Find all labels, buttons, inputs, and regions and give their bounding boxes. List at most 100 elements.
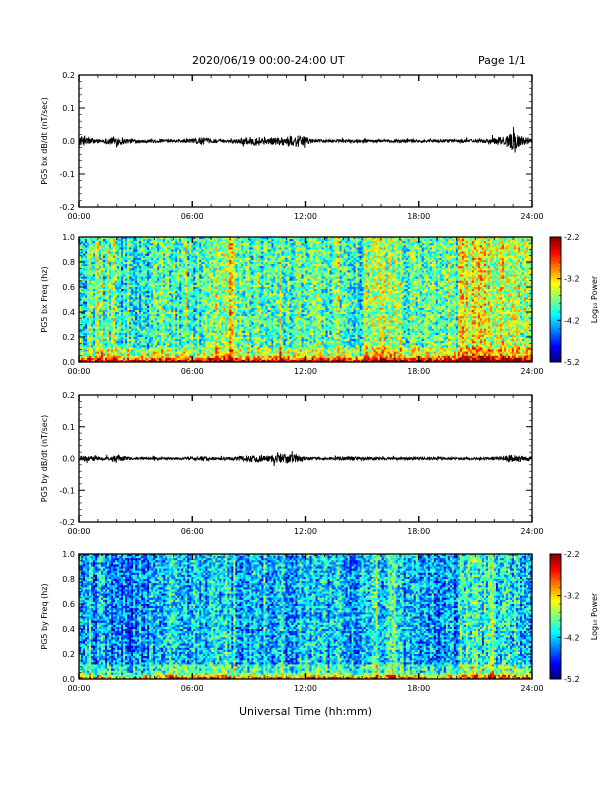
spectrogram-cell (109, 253, 112, 257)
spectrogram-cell (159, 259, 162, 263)
spectrogram-cell (95, 291, 98, 294)
spectrogram-cell (209, 291, 212, 294)
spectrogram-cell (107, 289, 110, 292)
spectrogram-cell (171, 293, 174, 296)
spectrogram-cell (119, 320, 122, 323)
spectrogram-cell (169, 328, 172, 332)
spectrogram-cell (231, 353, 234, 357)
spectrogram-cell (213, 301, 216, 304)
spectrogram-cell (81, 326, 84, 329)
spectrogram-cell (133, 334, 136, 338)
spectrogram-cell (101, 268, 104, 271)
spectrogram-cell (91, 241, 94, 244)
spectrogram-cell (167, 355, 170, 359)
spectrogram-cell (177, 249, 180, 252)
spectrogram-cell (153, 351, 156, 354)
spectrogram-cell (97, 316, 100, 319)
spectrogram-cell (91, 307, 94, 311)
spectrogram-cell (169, 276, 172, 279)
spectrogram-cell (95, 255, 98, 259)
spectrogram-cell (85, 357, 88, 361)
spectrogram-cell (107, 291, 110, 294)
spectrogram-cell (205, 282, 208, 286)
spectrogram-cell (223, 349, 226, 352)
spectrogram-cell (153, 345, 156, 348)
spectrogram-cell (97, 257, 100, 261)
spectrogram-cell (181, 293, 184, 296)
spectrogram-cell (199, 299, 202, 302)
spectrogram-cell (149, 341, 152, 344)
spectrogram-cell (129, 341, 132, 344)
spectrogram-cell (223, 274, 226, 277)
spectrogram-cell (157, 287, 160, 290)
spectrogram-cell (193, 237, 196, 240)
spectrogram-cell (129, 303, 132, 307)
spectrogram-cell (175, 330, 178, 334)
spectrogram-cell (147, 303, 150, 307)
spectrogram-cell (131, 287, 134, 290)
spectrogram-cell (105, 303, 108, 307)
spectrogram-cell (109, 341, 112, 344)
spectrogram-cell (95, 334, 98, 338)
spectrogram-cell (135, 278, 138, 282)
spectrogram-cell (209, 259, 212, 263)
spectrogram-cell (151, 291, 154, 294)
spectrogram-cell (229, 259, 232, 263)
spectrogram-cell (87, 293, 90, 296)
spectrogram-cell (79, 343, 82, 346)
spectrogram-cell (147, 295, 150, 298)
spectrogram-cell (223, 266, 226, 269)
spectrogram-cell (85, 326, 88, 329)
spectrogram-cell (187, 320, 190, 323)
spectrogram-cell (191, 270, 194, 273)
spectrogram-cell (225, 322, 228, 325)
spectrogram-cell (187, 251, 190, 254)
spectrogram-cell (79, 241, 82, 244)
spectrogram-cell (201, 314, 204, 317)
spectrogram-cell (225, 241, 228, 244)
spectrogram-cell (223, 262, 226, 265)
spectrogram-cell (117, 357, 120, 361)
spectrogram-cell (101, 274, 104, 277)
spectrogram-cell (93, 355, 96, 359)
spectrogram-cell (215, 345, 218, 348)
spectrogram-cell (113, 297, 116, 300)
spectrogram-cell (135, 351, 138, 354)
spectrogram-cell (211, 312, 214, 315)
spectrogram-cell (95, 307, 98, 311)
spectrogram-cell (111, 330, 114, 334)
spectrogram-cell (177, 289, 180, 292)
spectrogram-cell (233, 243, 236, 246)
spectrogram-cell (235, 359, 238, 363)
spectrogram-cell (233, 334, 236, 338)
spectrogram-cell (139, 276, 142, 279)
spectrogram-cell (233, 264, 236, 267)
spectrogram-cell (231, 314, 234, 317)
spectrogram-cell (147, 332, 150, 336)
spectrogram-cell (171, 245, 174, 248)
spectrogram-cell (195, 293, 198, 296)
spectrogram-cell (113, 355, 116, 359)
spectrogram-cell (221, 272, 224, 275)
spectrogram-cell (91, 347, 94, 350)
spectrogram-cell (169, 309, 172, 313)
spectrogram-cell (235, 259, 238, 263)
spectrogram-cell (81, 351, 84, 354)
spectrogram-cell (165, 239, 168, 242)
spectrogram-cell (163, 353, 166, 357)
spectrogram-cell (129, 339, 132, 342)
spectrogram-cell (145, 237, 148, 240)
spectrogram-cell (139, 262, 142, 265)
spectrogram-cell (151, 326, 154, 329)
spectrogram-cell (103, 293, 106, 296)
spectrogram-cell (207, 349, 210, 352)
spectrogram-cell (167, 332, 170, 336)
spectrogram-cell (133, 347, 136, 350)
spectrogram-cell (203, 270, 206, 273)
spectrogram-cell (97, 355, 100, 359)
spectrogram-cell (145, 293, 148, 296)
spectrogram-cell (129, 284, 132, 288)
spectrogram-cell (145, 278, 148, 282)
spectrogram-cell (127, 266, 130, 269)
spectrogram-cell (147, 345, 150, 348)
